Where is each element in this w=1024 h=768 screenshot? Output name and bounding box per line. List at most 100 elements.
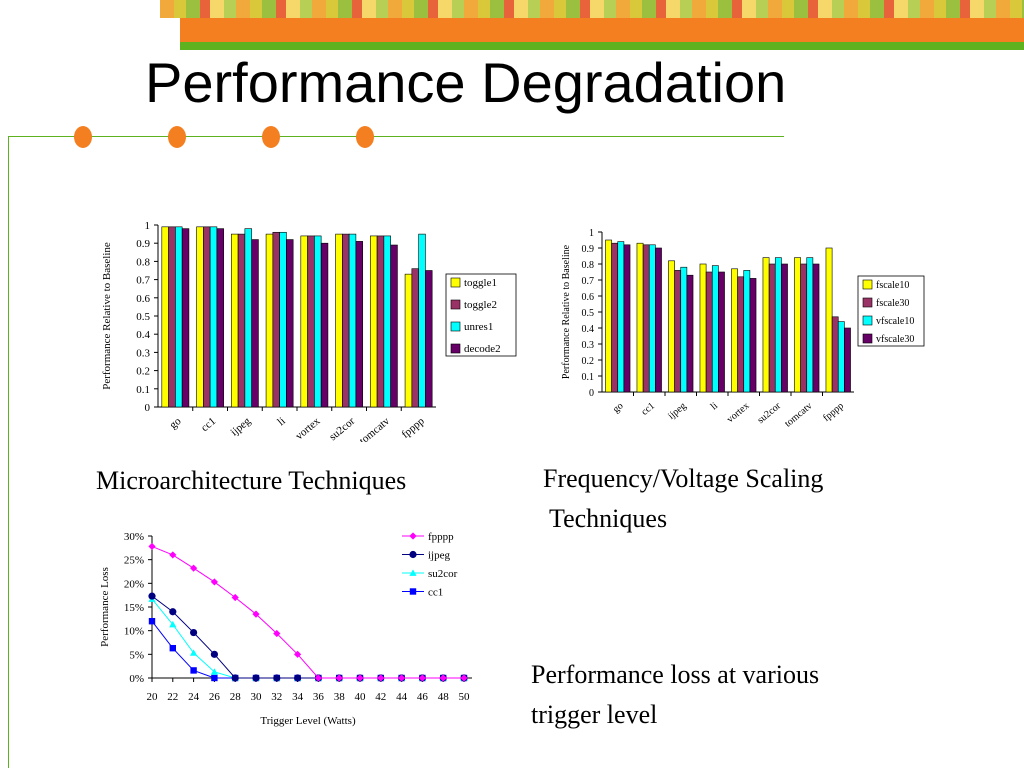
legend-swatch [450,321,461,332]
bar [781,263,788,393]
y-tick-label: 1 [589,228,594,239]
bar [768,263,776,393]
bar [161,226,169,408]
bar [342,233,350,408]
bar [168,226,176,408]
y-tick-label: 10% [124,626,144,638]
bar [611,242,619,393]
legend-marker [409,569,417,576]
x-tick-label: 34 [292,691,304,703]
legend-label: cc1 [428,587,443,599]
bar [648,244,656,393]
y-tick-label: 0.1 [582,372,595,383]
data-point [210,578,218,586]
header-orange-bar [180,18,1024,42]
x-tick-label: su2cor [756,400,784,426]
bar [196,226,204,408]
bar [376,235,385,408]
bar [711,265,719,393]
y-tick-label: 0.1 [136,384,150,396]
x-tick-label: li [275,415,287,428]
bar [718,271,725,393]
x-tick-label: cc1 [639,400,657,417]
caption-frequency-scaling-line2: Techniques [543,504,668,533]
x-tick-label: 28 [230,691,242,703]
bar [181,228,190,408]
data-point [210,650,218,658]
x-tick-label: vortex [725,400,752,425]
bar [411,268,419,408]
decorative-banner [160,0,1024,18]
bar [216,228,224,408]
data-point [439,674,447,682]
bar [617,241,625,393]
bar [307,235,315,408]
x-tick-label: go [611,400,626,415]
x-tick-label: vortex [293,415,323,442]
data-point [190,564,198,572]
bar [314,235,322,408]
x-tick-label: 46 [417,691,429,703]
legend-swatch [450,299,461,310]
data-point [356,674,364,682]
caption-performance-loss-line1: Performance loss at various [531,660,820,689]
data-point [273,674,281,682]
bar [674,270,682,393]
y-tick-label: 0.5 [136,311,150,323]
caption-performance-loss-line2: trigger level [531,700,658,729]
x-tick-label: 36 [313,691,325,703]
legend-swatch [862,315,873,326]
data-point [398,674,406,682]
x-tick-label: 22 [167,691,178,703]
legend-label: vfscale30 [876,334,914,345]
y-tick-label: 30% [124,531,144,543]
x-tick-label: ijpeg [666,400,688,421]
bar [370,235,378,408]
x-tick-label: 48 [438,691,450,703]
caption-frequency-scaling-line1: Frequency/Voltage Scaling [543,464,824,493]
data-point [169,644,176,652]
x-tick-label: cc1 [199,415,218,434]
data-point [169,620,177,628]
bar [348,233,357,408]
data-point [252,674,260,682]
data-point [148,592,156,600]
bar [812,263,820,393]
y-tick-label: 0.3 [582,340,595,351]
data-point [418,674,426,682]
y-tick-label: 0.2 [136,366,150,378]
bar [209,226,218,408]
caption-microarchitecture: Microarchitecture Techniques [96,466,407,495]
y-tick-label: 25% [124,555,144,567]
y-tick-label: 0.8 [136,256,150,268]
data-point [460,674,468,682]
y-tick-label: 0.9 [136,238,150,250]
x-tick-label: 32 [271,691,282,703]
header-green-bar [180,42,1024,50]
x-tick-label: 20 [147,691,159,703]
x-tick-label: 30 [251,691,263,703]
legend-label: fscale30 [876,298,909,309]
bar [237,233,246,408]
y-tick-label: 0.6 [582,292,595,303]
y-tick-label: 20% [124,578,144,590]
y-tick-label: 0.3 [136,347,150,359]
x-tick-label: 40 [355,691,367,703]
y-tick-label: 0.5 [582,308,595,319]
series-line [151,545,464,679]
legend-marker [409,588,417,595]
legend-label: unres1 [464,321,493,333]
x-tick-label: li [709,400,720,412]
bullet-dot [74,126,92,148]
y-tick-label: 0.2 [582,356,595,367]
bullet-dot [168,126,186,148]
y-tick-label: 5% [129,649,144,661]
y-axis-label: Performance Relative to Baseline [101,242,113,390]
y-tick-label: 0 [589,388,594,399]
bar [825,247,833,393]
legend-marker [409,550,417,559]
legend-swatch [862,279,873,290]
bar [605,239,612,393]
bar [668,260,675,393]
data-point [190,649,198,656]
